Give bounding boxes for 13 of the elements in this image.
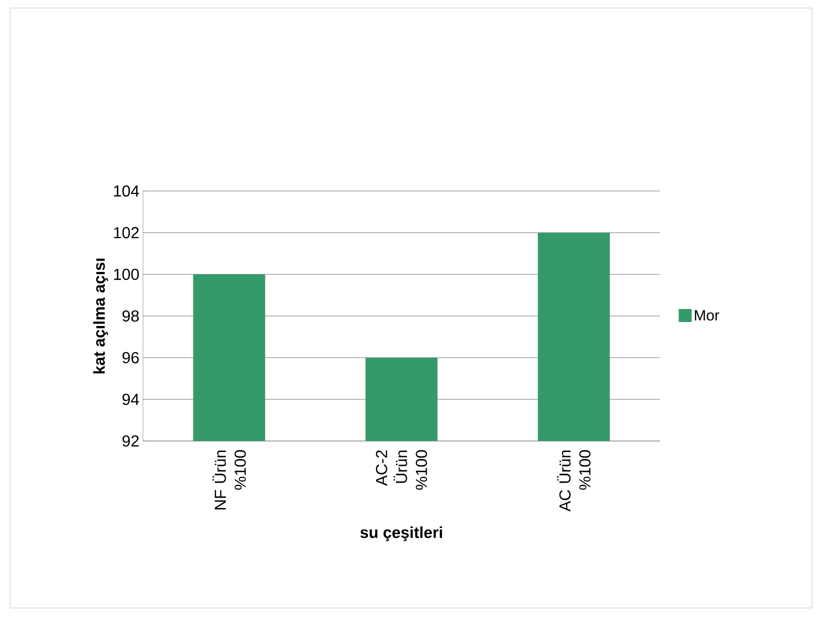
- y-axis-title: kat açılma açısı: [93, 258, 108, 374]
- x-tick-label: AC Ürün %100: [557, 450, 591, 512]
- x-tick-label: AC-2 Ürün %100: [376, 450, 428, 490]
- y-tick-label: 94: [122, 394, 140, 405]
- y-tick-label: 100: [114, 268, 139, 280]
- y-tick-label: 104: [114, 185, 139, 197]
- x-tick-label: NF Ürün %100: [212, 450, 246, 510]
- legend-label: Mor: [694, 310, 720, 321]
- x-axis-title: su çeşitleri: [360, 526, 442, 542]
- y-tick-label: 92: [122, 435, 139, 447]
- y-tick-label: 98: [122, 310, 139, 322]
- y-tick-label: 102: [114, 227, 139, 238]
- y-tick-label: 96: [122, 352, 139, 364]
